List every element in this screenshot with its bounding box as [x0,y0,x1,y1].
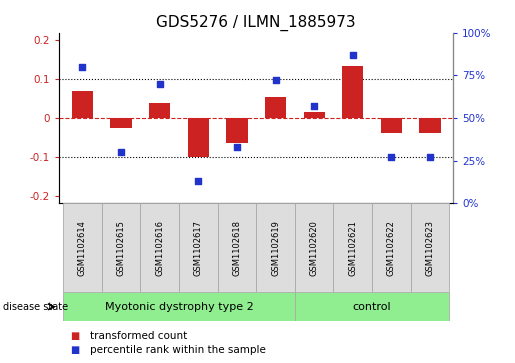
FancyBboxPatch shape [334,203,372,292]
Text: GSM1102623: GSM1102623 [425,220,435,276]
Text: GSM1102615: GSM1102615 [116,220,126,276]
Bar [265,97,286,118]
FancyBboxPatch shape [372,203,410,292]
Text: GSM1102619: GSM1102619 [271,220,280,276]
Bar [226,118,248,143]
Point [426,154,434,160]
Text: control: control [353,302,391,312]
Point [233,144,241,150]
FancyBboxPatch shape [410,203,449,292]
Text: GSM1102617: GSM1102617 [194,220,203,276]
Bar [419,118,441,133]
FancyBboxPatch shape [63,203,102,292]
FancyBboxPatch shape [102,203,140,292]
FancyBboxPatch shape [295,203,334,292]
FancyBboxPatch shape [140,203,179,292]
Text: GSM1102616: GSM1102616 [155,220,164,276]
FancyBboxPatch shape [256,203,295,292]
Point [156,81,164,87]
Bar [149,103,170,118]
Text: GSM1102620: GSM1102620 [310,220,319,276]
FancyBboxPatch shape [217,203,256,292]
Text: Myotonic dystrophy type 2: Myotonic dystrophy type 2 [105,302,253,312]
Bar [303,112,325,118]
Bar [342,66,364,118]
Text: ■: ■ [70,344,79,355]
FancyBboxPatch shape [295,292,449,321]
Point [349,52,357,58]
Text: GSM1102621: GSM1102621 [348,220,357,276]
Point [310,103,318,109]
Title: GDS5276 / ILMN_1885973: GDS5276 / ILMN_1885973 [157,15,356,31]
Bar [110,118,132,128]
FancyBboxPatch shape [63,292,295,321]
Text: transformed count: transformed count [90,331,187,341]
Point [194,178,202,184]
Bar [72,91,93,118]
Point [387,154,396,160]
Text: GSM1102618: GSM1102618 [232,220,242,276]
Text: percentile rank within the sample: percentile rank within the sample [90,344,266,355]
Text: ■: ■ [70,331,79,341]
Point [117,149,125,155]
Point [271,78,280,83]
Bar [381,118,402,133]
Text: GSM1102614: GSM1102614 [78,220,87,276]
Bar [187,118,209,157]
Text: GSM1102622: GSM1102622 [387,220,396,276]
Point [78,64,87,70]
Text: disease state: disease state [3,302,67,312]
FancyBboxPatch shape [179,203,217,292]
